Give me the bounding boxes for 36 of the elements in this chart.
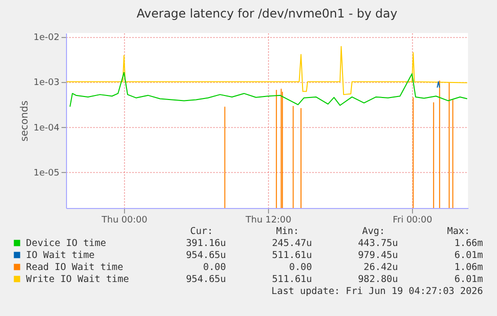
text: 954.65u (186, 250, 226, 261)
line-series (70, 72, 468, 108)
y-axis-title: seconds (20, 100, 31, 142)
y-tick-label: 1e-02 (34, 33, 60, 44)
text: 1.06m (454, 262, 484, 273)
text: Last update: Fri Jun 19 04:27:03 2026 (271, 286, 484, 297)
text: 511.61u (272, 274, 312, 285)
legend-label: Read IO Wait time (26, 262, 124, 273)
text: 443.75u (358, 238, 398, 249)
text: 979.45u (358, 250, 398, 261)
x-tick-label: Thu 00:00 (100, 216, 148, 226)
legend-label: IO Wait time (26, 250, 95, 261)
text: 954.65u (186, 274, 226, 285)
y-tick-label: 1e-03 (34, 78, 60, 88)
text: Min: (276, 226, 299, 237)
text: 6.01m (454, 274, 484, 285)
text: 26.42u (364, 262, 398, 273)
text: 6.01m (454, 250, 484, 261)
legend-label: Write IO Wait time (26, 274, 130, 285)
text: 245.47u (272, 238, 312, 249)
text: Cur: (190, 226, 213, 237)
text: 511.61u (272, 250, 312, 261)
text: 1.66m (454, 238, 484, 249)
y-tick-label: 1e-04 (34, 123, 60, 134)
text: 982.80u (358, 274, 398, 285)
text: Avg: (362, 226, 385, 237)
text: 0.00 (203, 262, 226, 273)
text: Max: (447, 226, 470, 237)
text: 0.00 (289, 262, 312, 273)
x-tick-label: Thu 12:00 (244, 216, 292, 226)
legend-label: Device IO time (26, 238, 106, 249)
text: 391.16u (186, 238, 226, 249)
chart-title: Average latency for /dev/nvme0n1 - by day (136, 6, 398, 21)
x-tick-label: Fri 00:00 (392, 216, 433, 226)
line-series (66, 46, 468, 96)
y-tick-label: 1e-05 (34, 168, 60, 179)
